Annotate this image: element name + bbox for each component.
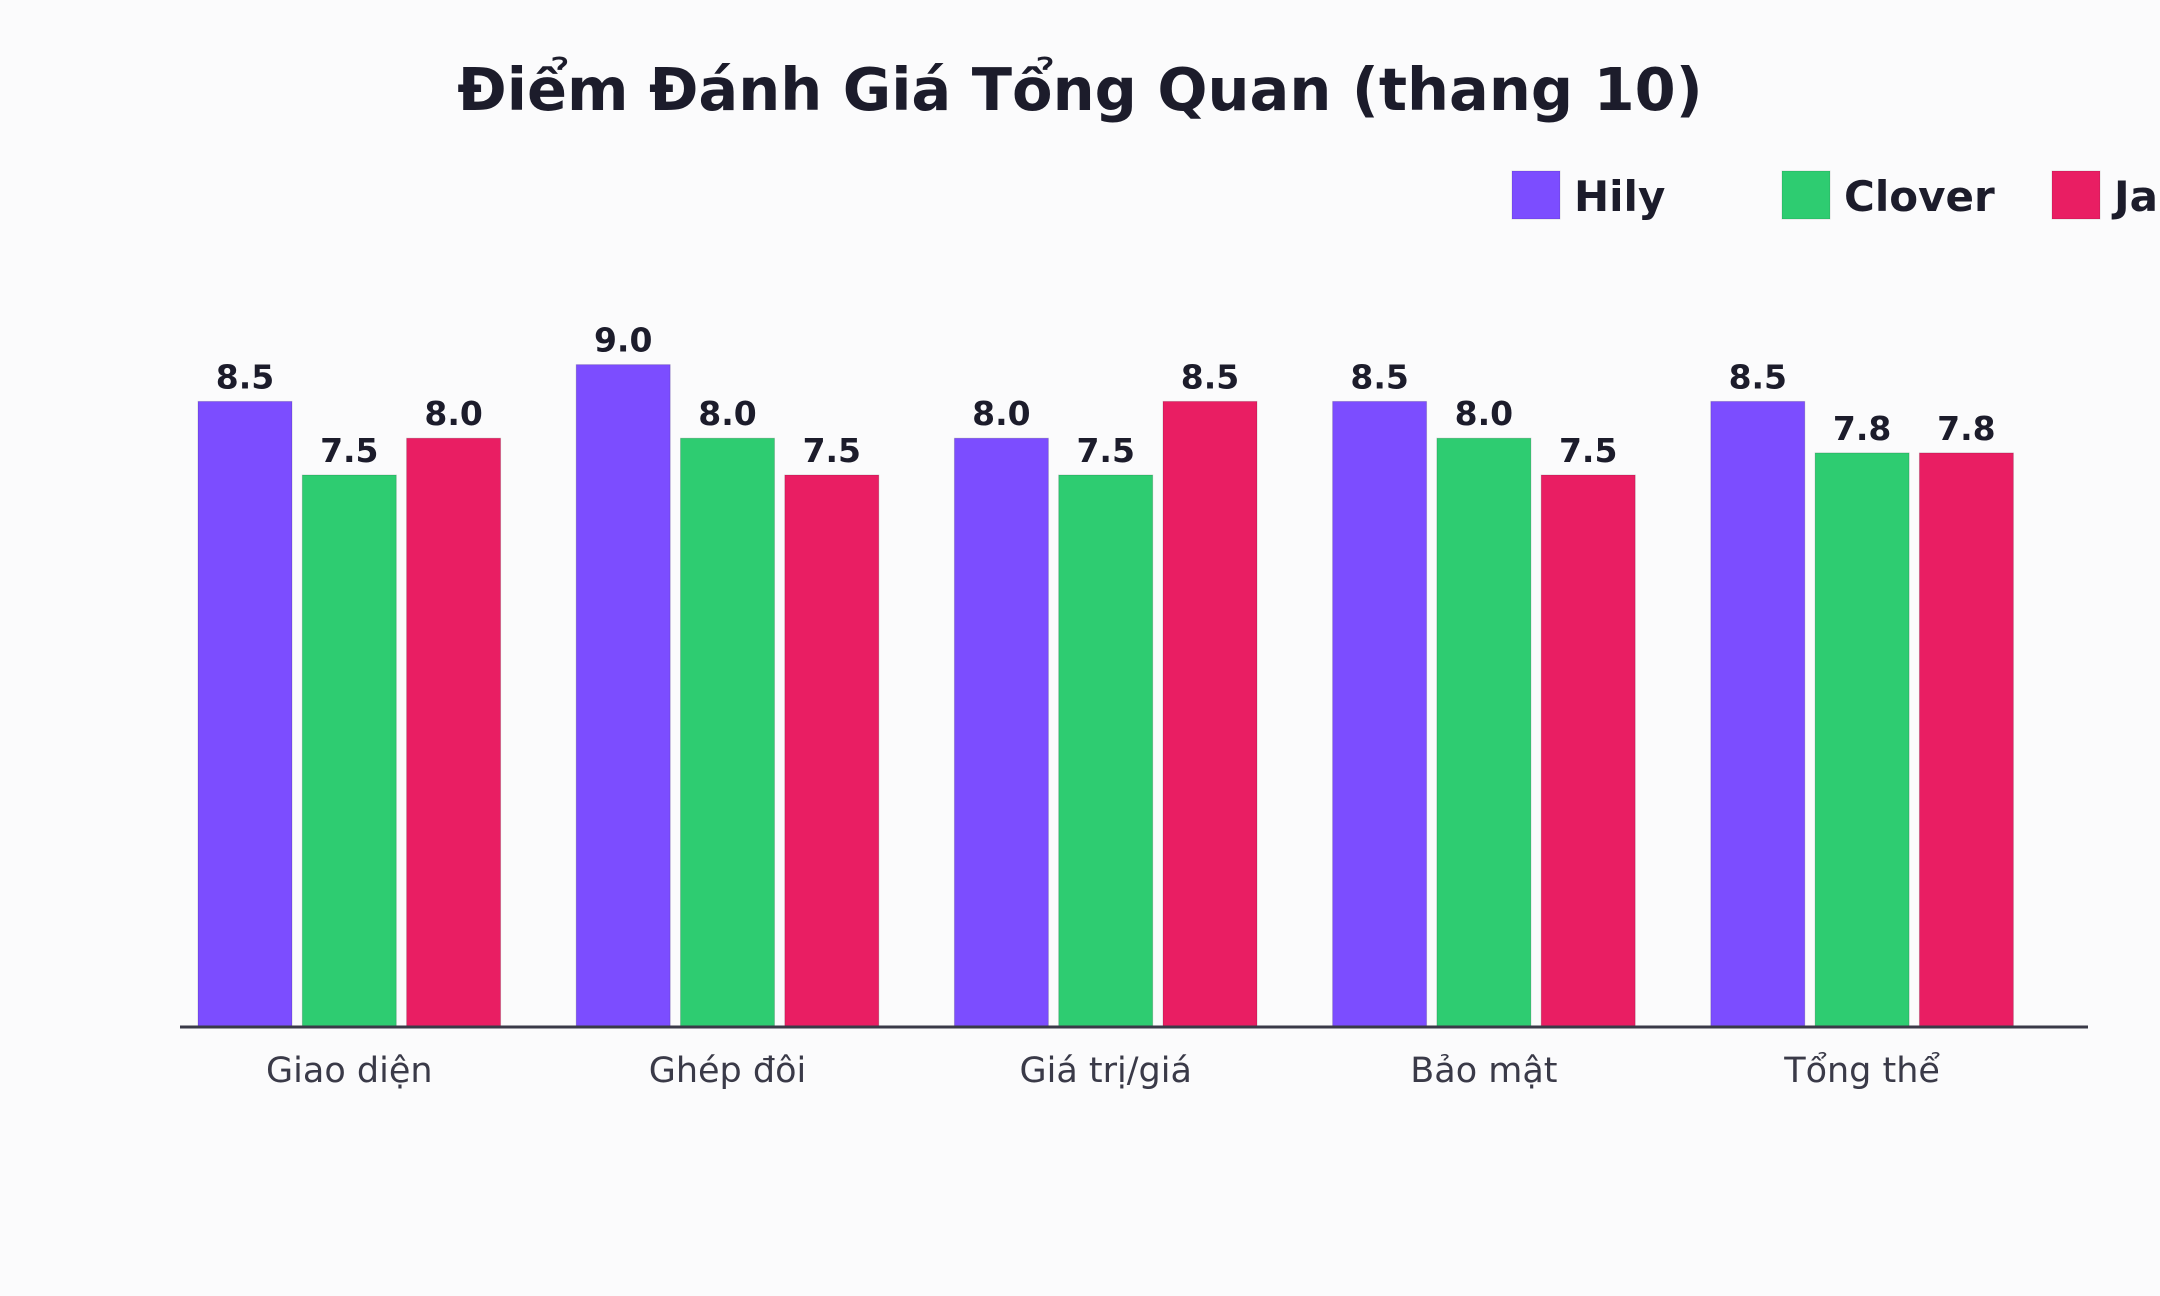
x-tick-label-giao-dien: Giao diện [266, 1051, 433, 1091]
legend-swatch-clover [1781, 170, 1831, 220]
bar-hily-gia-tri-gia [953, 437, 1049, 1028]
bar-clover-gia-tri-gia [1058, 474, 1154, 1028]
value-label-hily-bao-mat: 8.5 [1350, 357, 1408, 396]
value-label-jau-ghep-doi: 7.5 [803, 431, 861, 470]
x-tick-label-ghep-doi: Ghép đôi [649, 1051, 807, 1091]
legend-label-clover: Clover [1844, 172, 1995, 221]
bar-clover-giao-dien [301, 474, 397, 1028]
bar-clover-ghep-doi [680, 437, 775, 1028]
value-label-hily-ghep-doi: 9.0 [594, 321, 652, 360]
bar-clover-tong-the [1814, 452, 1910, 1028]
bar-hily-tong-the [1710, 400, 1806, 1028]
value-label-hily-tong-the: 8.5 [1729, 357, 1787, 396]
legend-swatch-hily [1511, 170, 1561, 220]
legend-item-clover: Clover [1781, 170, 1995, 221]
legend-label-hily: Hily [1574, 172, 1665, 221]
legend: Hily Clover Jau [1511, 170, 2160, 221]
bar-clover-bao-mat [1436, 437, 1532, 1028]
bar-hily-bao-mat [1332, 400, 1428, 1028]
value-label-hily-gia-tri-gia: 8.0 [972, 394, 1030, 433]
value-label-jau-giao-dien: 8.0 [424, 394, 482, 433]
x-tick-label-tong-the: Tổng thể [1783, 1050, 1940, 1091]
x-tick-labels: Giao diện Ghép đôi Giá trị/giá Bảo mật Tổng … [266, 1050, 1940, 1091]
value-label-jau-bao-mat: 7.5 [1559, 431, 1617, 470]
bar-jau-tong-the [1918, 452, 2014, 1028]
bar-jau-bao-mat [1540, 474, 1636, 1028]
bar-jau-gia-tri-gia [1162, 400, 1258, 1028]
x-tick-label-gia-tri-gia: Giá trị/giá [1019, 1051, 1191, 1091]
x-tick-label-bao-mat: Bảo mật [1410, 1051, 1557, 1091]
value-label-clover-bao-mat: 8.0 [1455, 394, 1513, 433]
value-label-clover-gia-tri-gia: 7.5 [1076, 431, 1134, 470]
legend-swatch-jau [2051, 170, 2101, 220]
value-label-jau-tong-the: 7.8 [1937, 409, 1995, 448]
bar-jau-ghep-doi [784, 474, 880, 1028]
value-label-jau-gia-tri-gia: 8.5 [1181, 357, 1239, 396]
bars-group [197, 364, 2014, 1028]
bar-jau-giao-dien [406, 437, 502, 1028]
value-label-clover-ghep-doi: 8.0 [698, 394, 756, 433]
bar-hily-giao-dien [197, 400, 293, 1028]
value-label-hily-giao-dien: 8.5 [216, 357, 274, 396]
legend-item-hily: Hily [1511, 170, 1665, 221]
bar-hily-ghep-doi [575, 364, 671, 1028]
value-label-clover-giao-dien: 7.5 [320, 431, 378, 470]
legend-item-jau: Jau [2051, 170, 2160, 221]
legend-label-jau: Jau [2111, 172, 2160, 221]
value-label-clover-tong-the: 7.8 [1833, 409, 1891, 448]
value-labels-group: 8.5 7.5 8.0 9.0 8.0 7.5 8.0 7.5 8.5 8.5 8.0 7.5 8.5 7… [216, 321, 1996, 470]
chart-title: Điểm Đánh Giá Tổng Quan (thang 10) [457, 55, 1702, 124]
